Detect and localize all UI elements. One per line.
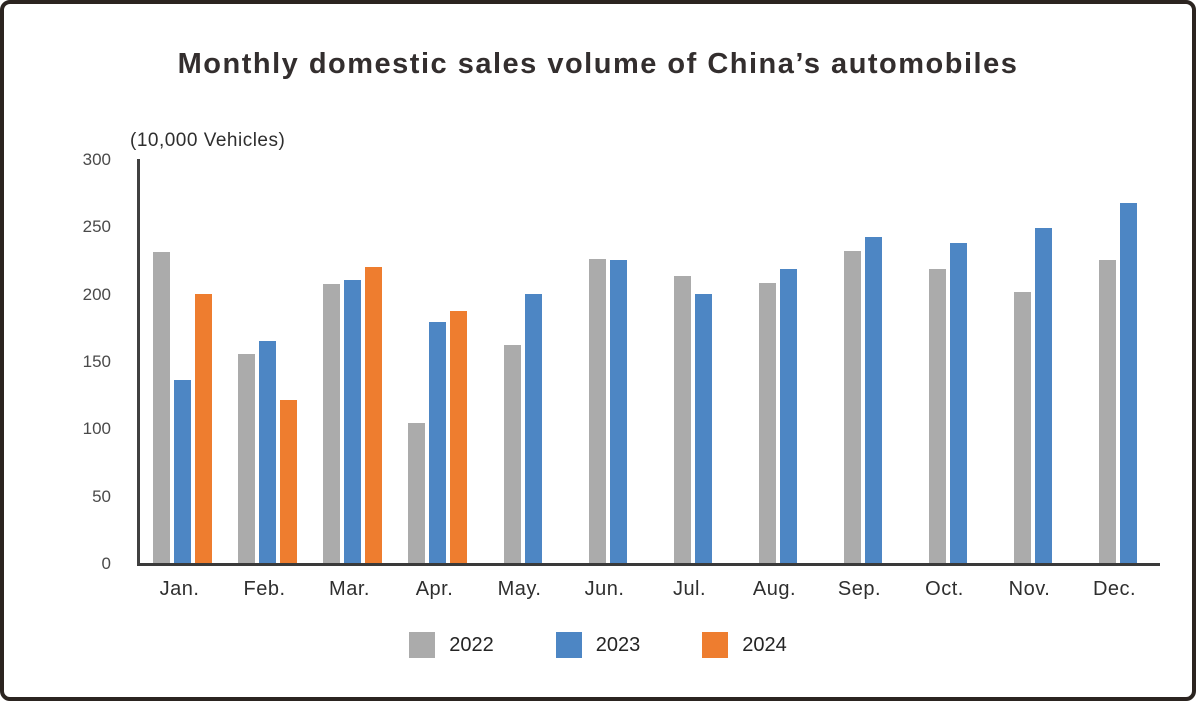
bar-group-jul xyxy=(650,159,735,563)
bar-group-jun xyxy=(565,159,650,563)
x-axis-label-nov: Nov. xyxy=(1008,578,1051,600)
x-axis-label-jul: Jul. xyxy=(672,578,707,600)
y-tick-label-50: 50 xyxy=(92,486,111,506)
bar-2023-jan xyxy=(174,379,191,563)
bar-2022-mar xyxy=(323,284,340,563)
x-axis-label-dec: Dec. xyxy=(1092,578,1137,600)
bar-2022-feb xyxy=(238,354,255,563)
y-tick-label-250: 250 xyxy=(82,217,111,237)
bar-group-jan xyxy=(140,159,225,563)
legend-item-2022: 2022 xyxy=(409,632,494,658)
y-tick-label-300: 300 xyxy=(82,150,111,169)
bar-2023-aug xyxy=(779,269,797,563)
bar-2023-jun xyxy=(609,260,627,563)
bar-2022-dec xyxy=(1098,260,1116,563)
bar-group-nov xyxy=(990,159,1075,563)
x-axis-label-feb: Feb. xyxy=(243,578,286,600)
x-axis-label-may: May. xyxy=(497,578,542,600)
x-axis-label-mar: Mar. xyxy=(329,578,370,600)
bar-2022-aug xyxy=(758,282,776,563)
y-axis-tick-labels: 0 50 100 150 200 250 300 xyxy=(64,150,119,573)
x-axis-labels: Jan. Feb. Mar. Apr. May. Jun. Jul. Aug. Sep. Oct.… xyxy=(137,578,1157,601)
bar-2023-mar xyxy=(344,280,361,563)
x-axis-label-oct: Oct. xyxy=(925,578,964,600)
y-axis-units-label: (10,000 Vehicles) xyxy=(130,130,286,151)
bar-2022-jul xyxy=(673,276,691,563)
y-tick-label-100: 100 xyxy=(82,419,111,439)
legend-swatch-2024 xyxy=(702,632,729,658)
bar-2022-apr xyxy=(408,422,425,563)
plot-area xyxy=(137,159,1160,566)
bar-2024-apr xyxy=(450,311,467,563)
legend-swatch-2022 xyxy=(409,632,436,658)
bar-2022-nov xyxy=(1013,292,1031,563)
y-tick-label-0: 0 xyxy=(101,554,111,573)
x-axis-label-aug: Aug. xyxy=(752,578,797,600)
bar-group-oct xyxy=(905,159,990,563)
bar-2022-jun xyxy=(588,258,606,563)
bar-2023-jul xyxy=(694,293,712,563)
bar-2023-oct xyxy=(949,242,967,563)
bar-group-feb xyxy=(225,159,310,563)
bar-2022-may xyxy=(503,344,521,563)
legend-item-2023: 2023 xyxy=(555,632,641,658)
legend-label-2024: 2024 xyxy=(742,633,787,656)
bar-group-mar xyxy=(310,159,395,563)
bar-group-may xyxy=(480,159,565,563)
bar-2023-may xyxy=(524,293,542,563)
legend-label-2022: 2022 xyxy=(449,633,494,656)
bar-group-dec xyxy=(1075,159,1160,563)
legend: 2022 2023 2024 xyxy=(4,632,1192,658)
bar-2024-feb xyxy=(280,400,297,563)
x-axis-label-apr: Apr. xyxy=(415,578,454,600)
legend-swatch-2023 xyxy=(555,632,582,658)
bar-2024-jan xyxy=(195,293,212,563)
x-axis-label-sep: Sep. xyxy=(837,578,882,600)
bar-2023-dec xyxy=(1119,203,1137,563)
bar-2023-apr xyxy=(429,321,446,563)
legend-label-2023: 2023 xyxy=(595,633,641,656)
y-tick-label-150: 150 xyxy=(82,352,111,371)
x-axis-label-jan: Jan. xyxy=(159,578,200,600)
bar-2022-sep xyxy=(843,250,861,563)
bar-group-apr xyxy=(395,159,480,563)
bar-2023-sep xyxy=(864,237,882,563)
legend-item-2024: 2024 xyxy=(702,632,787,658)
chart-title: Monthly domestic sales volume of China’s… xyxy=(177,48,1019,80)
bar-2024-mar xyxy=(365,266,382,563)
bar-groups xyxy=(140,159,1160,563)
bar-2022-jan xyxy=(153,251,170,563)
bar-2023-nov xyxy=(1034,227,1052,563)
bar-group-sep xyxy=(820,159,905,563)
y-tick-label-200: 200 xyxy=(82,284,111,304)
bar-group-aug xyxy=(735,159,820,563)
bar-2022-oct xyxy=(928,269,946,563)
x-axis-label-jun: Jun. xyxy=(584,578,625,600)
bar-2023-feb xyxy=(259,340,276,563)
